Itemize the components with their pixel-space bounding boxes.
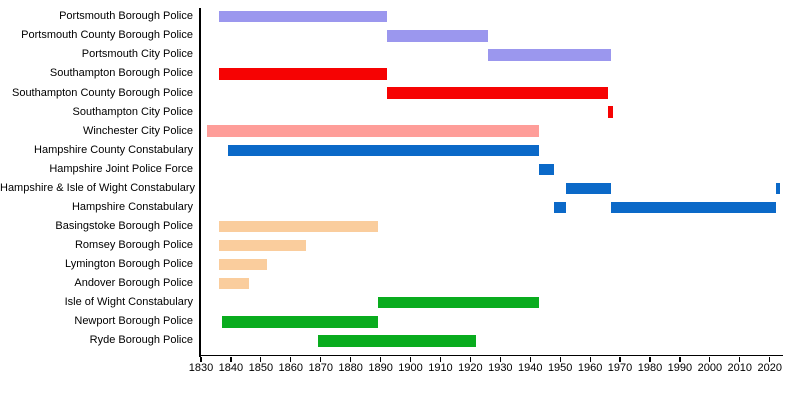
timeline-bar bbox=[608, 106, 613, 118]
axis-tick-label: 1860 bbox=[278, 361, 304, 374]
row-label: Isle of Wight Constabulary bbox=[64, 296, 193, 309]
axis-tick-label: 1940 bbox=[518, 361, 543, 374]
timeline-bar bbox=[218, 220, 378, 233]
axis-tick-label: 1880 bbox=[338, 361, 363, 374]
axis-tick bbox=[559, 356, 561, 362]
axis-tick bbox=[439, 356, 442, 362]
axis-tick bbox=[739, 356, 741, 362]
axis-tick bbox=[619, 356, 621, 362]
row-label: Hampshire & Isle of Wight Constabulary bbox=[0, 181, 196, 194]
timeline-bar bbox=[206, 125, 540, 137]
axis-tick-label: 1980 bbox=[637, 361, 663, 374]
timeline-bar bbox=[218, 11, 387, 23]
axis-tick bbox=[499, 356, 501, 362]
axis-tick bbox=[290, 356, 292, 362]
timeline-bar bbox=[221, 316, 378, 328]
axis-tick-label: 1970 bbox=[607, 361, 633, 374]
timeline-bar bbox=[218, 68, 387, 80]
row-label: Portsmouth City Police bbox=[81, 48, 193, 61]
axis-tick-label: 1920 bbox=[458, 361, 483, 374]
timeline-bar bbox=[611, 201, 776, 214]
axis-tick bbox=[230, 356, 232, 362]
axis-tick bbox=[769, 356, 771, 362]
row-label: Southampton City Police bbox=[72, 105, 193, 118]
row-label: Winchester City Police bbox=[82, 124, 193, 137]
axis-tick-label: 1850 bbox=[248, 361, 274, 374]
timeline-bar bbox=[317, 335, 477, 347]
row-label: Southampton Borough Police bbox=[49, 67, 193, 80]
axis-tick bbox=[679, 356, 681, 362]
axis-tick-label: 2000 bbox=[697, 361, 723, 374]
axis-tick-label: 2010 bbox=[727, 361, 753, 374]
y-axis-line bbox=[199, 8, 201, 357]
timeline-bar bbox=[775, 182, 781, 195]
axis-tick-label: 1910 bbox=[428, 361, 453, 374]
axis-tick-label: 1900 bbox=[398, 361, 423, 374]
row-label: Portsmouth Borough Police bbox=[59, 10, 193, 23]
row-label: Hampshire Constabulary bbox=[71, 200, 193, 213]
timeline-bar bbox=[386, 30, 489, 42]
x-axis-line bbox=[199, 354, 783, 357]
timeline-bar bbox=[218, 258, 267, 271]
axis-tick-label: 1930 bbox=[488, 361, 513, 374]
row-label: Hampshire Joint Police Force bbox=[49, 162, 193, 175]
axis-tick bbox=[589, 356, 591, 362]
row-label: Hampshire County Constabulary bbox=[34, 143, 193, 156]
axis-tick-label: 1830 bbox=[188, 361, 214, 374]
axis-tick-label: 1890 bbox=[368, 361, 393, 374]
axis-tick-label: 1950 bbox=[547, 361, 573, 374]
timeline-bar bbox=[539, 163, 555, 175]
row-label: Basingstoke Borough Police bbox=[55, 220, 193, 232]
axis-tick bbox=[379, 356, 382, 362]
row-label: Romsey Borough Police bbox=[74, 239, 193, 252]
timeline-bar bbox=[218, 278, 249, 290]
row-label: Portsmouth County Borough Police bbox=[21, 29, 193, 42]
axis-tick-label: 1840 bbox=[218, 361, 244, 374]
axis-tick-label: 1870 bbox=[308, 361, 333, 374]
axis-tick-label: 2020 bbox=[757, 361, 782, 374]
axis-tick-label: 1960 bbox=[577, 361, 603, 374]
timeline-bar bbox=[218, 239, 306, 252]
row-label: Ryde Borough Police bbox=[89, 334, 193, 347]
row-label: Southampton County Borough Police bbox=[11, 86, 193, 99]
axis-tick-label: 1990 bbox=[667, 361, 693, 374]
axis-tick bbox=[649, 356, 651, 362]
timeline-bar bbox=[488, 49, 612, 61]
axis-tick bbox=[469, 356, 471, 362]
timeline-bar bbox=[377, 297, 540, 309]
timeline-bar bbox=[386, 87, 609, 99]
row-label: Newport Borough Police bbox=[74, 315, 193, 328]
axis-tick bbox=[320, 356, 322, 362]
axis-tick bbox=[350, 356, 352, 362]
axis-tick bbox=[260, 356, 262, 362]
timeline-bar bbox=[554, 201, 567, 214]
axis-tick bbox=[200, 356, 202, 362]
timeline-bar bbox=[227, 144, 540, 156]
timeline-bar bbox=[566, 182, 612, 195]
axis-tick bbox=[709, 356, 711, 362]
row-label: Lymington Borough Police bbox=[64, 258, 193, 271]
axis-tick bbox=[529, 356, 531, 362]
row-label: Andover Borough Police bbox=[74, 277, 193, 290]
axis-tick bbox=[409, 356, 412, 362]
